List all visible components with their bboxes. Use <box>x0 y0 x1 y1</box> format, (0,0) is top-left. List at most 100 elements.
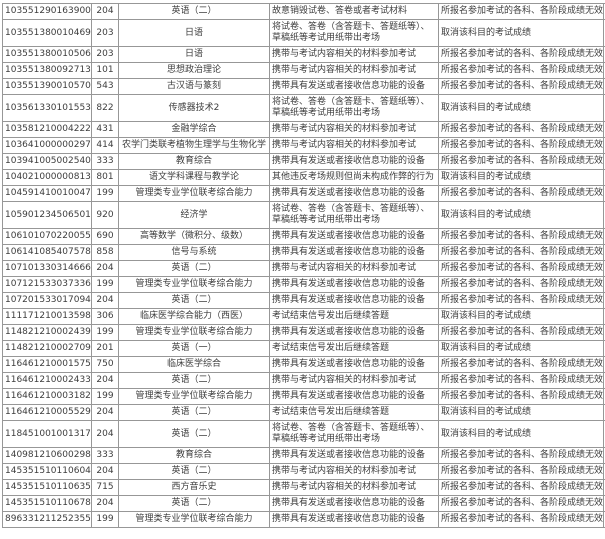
violation-cell[interactable]: 携带与考试内容相关的材料参加考试 <box>269 137 439 154</box>
violation-cell[interactable]: 携带具有发送或者接收信息功能的设备 <box>269 356 439 373</box>
candidate-id-cell[interactable]: 140981210600298 <box>2 447 92 464</box>
violation-cell[interactable]: 携带与考试内容相关的材料参加考试 <box>269 260 439 277</box>
penalty-cell[interactable]: 取消该科目的考试成绩 <box>438 340 604 357</box>
penalty-cell[interactable]: 所报名参加考试的各科、各阶段成绩无效 <box>438 495 604 512</box>
violation-cell[interactable]: 将试卷、答卷（含答题卡、答题纸等）、草稿纸等考试用纸带出考场 <box>269 420 439 448</box>
candidate-id-cell[interactable]: 111171210013598 <box>2 308 92 325</box>
violation-cell[interactable]: 携带与考试内容相关的材料参加考试 <box>269 121 439 138</box>
candidate-id-cell[interactable]: 104591410010047 <box>2 185 92 202</box>
candidate-id-cell[interactable]: 118451001001317 <box>2 420 92 448</box>
subject-name-cell[interactable]: 日语 <box>118 19 270 47</box>
subject-name-cell[interactable]: 高等数学（微积分、级数） <box>118 228 270 245</box>
penalty-cell[interactable]: 取消该科目的考试成绩 <box>438 201 604 229</box>
subject-name-cell[interactable]: 英语（二） <box>118 260 270 277</box>
subject-code-cell[interactable]: 204 <box>91 463 119 480</box>
violation-cell[interactable]: 携带具有发送或者接收信息功能的设备 <box>269 511 439 528</box>
penalty-cell[interactable]: 所报名参加考试的各科、各阶段成绩无效 <box>438 228 604 245</box>
subject-code-cell[interactable]: 333 <box>91 153 119 170</box>
penalty-cell[interactable]: 所报名参加考试的各科、各阶段成绩无效 <box>438 292 604 309</box>
subject-name-cell[interactable]: 管理类专业学位联考综合能力 <box>118 276 270 293</box>
subject-code-cell[interactable]: 306 <box>91 308 119 325</box>
violation-cell[interactable]: 携带具有发送或者接收信息功能的设备 <box>269 495 439 512</box>
candidate-id-cell[interactable]: 107201533017094 <box>2 292 92 309</box>
candidate-id-cell[interactable]: 107101330314666 <box>2 260 92 277</box>
subject-name-cell[interactable]: 英语（二） <box>118 404 270 421</box>
penalty-cell[interactable]: 取消该科目的考试成绩 <box>438 308 604 325</box>
penalty-cell[interactable]: 所报名参加考试的各科、各阶段成绩无效 <box>438 479 604 496</box>
subject-name-cell[interactable]: 临床医学综合 <box>118 356 270 373</box>
penalty-cell[interactable]: 所报名参加考试的各科、各阶段成绩无效 <box>438 78 604 95</box>
candidate-id-cell[interactable]: 103551380010469 <box>2 19 92 47</box>
penalty-cell[interactable]: 所报名参加考试的各科、各阶段成绩无效 <box>438 276 604 293</box>
subject-code-cell[interactable]: 204 <box>91 292 119 309</box>
penalty-cell[interactable]: 所报名参加考试的各科、各阶段成绩无效 <box>438 356 604 373</box>
subject-code-cell[interactable]: 204 <box>91 404 119 421</box>
subject-name-cell[interactable]: 英语（二） <box>118 420 270 448</box>
subject-code-cell[interactable]: 715 <box>91 479 119 496</box>
subject-name-cell[interactable]: 思想政治理论 <box>118 62 270 79</box>
candidate-id-cell[interactable]: 103561330101553 <box>2 94 92 122</box>
violation-cell[interactable]: 携带具有发送或者接收信息功能的设备 <box>269 185 439 202</box>
candidate-id-cell[interactable]: 145351510110604 <box>2 463 92 480</box>
subject-code-cell[interactable]: 204 <box>91 260 119 277</box>
subject-name-cell[interactable]: 英语（二） <box>118 495 270 512</box>
subject-code-cell[interactable]: 204 <box>91 495 119 512</box>
subject-code-cell[interactable]: 750 <box>91 356 119 373</box>
penalty-cell[interactable]: 取消该科目的考试成绩 <box>438 404 604 421</box>
subject-name-cell[interactable]: 西方音乐史 <box>118 479 270 496</box>
subject-code-cell[interactable]: 204 <box>91 372 119 389</box>
subject-name-cell[interactable]: 管理类专业学位联考综合能力 <box>118 511 270 528</box>
violation-cell[interactable]: 将试卷、答卷（含答题卡、答题纸等）、草稿纸等考试用纸带出考场 <box>269 94 439 122</box>
penalty-cell[interactable]: 所报名参加考试的各科、各阶段成绩无效 <box>438 121 604 138</box>
penalty-cell[interactable]: 所报名参加考试的各科、各阶段成绩无效 <box>438 3 604 20</box>
subject-code-cell[interactable]: 203 <box>91 46 119 63</box>
candidate-id-cell[interactable]: 103551380010506 <box>2 46 92 63</box>
subject-name-cell[interactable]: 管理类专业学位联考综合能力 <box>118 388 270 405</box>
candidate-id-cell[interactable]: 103551290163900 <box>2 3 92 20</box>
subject-code-cell[interactable]: 199 <box>91 388 119 405</box>
candidate-id-cell[interactable]: 103641000000297 <box>2 137 92 154</box>
violation-cell[interactable]: 携带具有发送或者接收信息功能的设备 <box>269 78 439 95</box>
candidate-id-cell[interactable]: 103581210004222 <box>2 121 92 138</box>
violation-cell[interactable]: 携带具有发送或者接收信息功能的设备 <box>269 324 439 341</box>
penalty-cell[interactable]: 所报名参加考试的各科、各阶段成绩无效 <box>438 46 604 63</box>
candidate-id-cell[interactable]: 116461210001575 <box>2 356 92 373</box>
subject-name-cell[interactable]: 传感器技术2 <box>118 94 270 122</box>
violation-cell[interactable]: 考试结束信号发出后继续答题 <box>269 404 439 421</box>
penalty-cell[interactable]: 所报名参加考试的各科、各阶段成绩无效 <box>438 447 604 464</box>
candidate-id-cell[interactable]: 114821210002439 <box>2 324 92 341</box>
candidate-id-cell[interactable]: 106101070220055 <box>2 228 92 245</box>
subject-code-cell[interactable]: 199 <box>91 511 119 528</box>
subject-name-cell[interactable]: 管理类专业学位联考综合能力 <box>118 185 270 202</box>
subject-code-cell[interactable]: 801 <box>91 169 119 186</box>
subject-name-cell[interactable]: 管理类专业学位联考综合能力 <box>118 324 270 341</box>
subject-code-cell[interactable]: 431 <box>91 121 119 138</box>
penalty-cell[interactable]: 取消该科目的考试成绩 <box>438 19 604 47</box>
empty-cell[interactable] <box>603 511 605 528</box>
subject-name-cell[interactable]: 英语（一） <box>118 340 270 357</box>
violation-cell[interactable]: 其他违反考场规则但尚未构成作弊的行为 <box>269 169 439 186</box>
candidate-id-cell[interactable]: 114821210002709 <box>2 340 92 357</box>
subject-code-cell[interactable]: 690 <box>91 228 119 245</box>
violation-cell[interactable]: 将试卷、答卷（含答题卡、答题纸等）、草稿纸等考试用纸带出考场 <box>269 201 439 229</box>
subject-name-cell[interactable]: 日语 <box>118 46 270 63</box>
subject-code-cell[interactable]: 333 <box>91 447 119 464</box>
subject-code-cell[interactable]: 199 <box>91 324 119 341</box>
candidate-id-cell[interactable]: 106141085407578 <box>2 244 92 261</box>
subject-name-cell[interactable]: 英语（二） <box>118 372 270 389</box>
penalty-cell[interactable]: 所报名参加考试的各科、各阶段成绩无效 <box>438 511 604 528</box>
subject-name-cell[interactable]: 金融学综合 <box>118 121 270 138</box>
violation-cell[interactable]: 携带具有发送或者接收信息功能的设备 <box>269 292 439 309</box>
penalty-cell[interactable]: 所报名参加考试的各科、各阶段成绩无效 <box>438 244 604 261</box>
subject-code-cell[interactable]: 920 <box>91 201 119 229</box>
subject-name-cell[interactable]: 信号与系统 <box>118 244 270 261</box>
subject-name-cell[interactable]: 语文学科课程与教学论 <box>118 169 270 186</box>
candidate-id-cell[interactable]: 145351510110678 <box>2 495 92 512</box>
violation-cell[interactable]: 携带与考试内容相关的材料参加考试 <box>269 463 439 480</box>
penalty-cell[interactable]: 所报名参加考试的各科、各阶段成绩无效 <box>438 185 604 202</box>
penalty-cell[interactable]: 所报名参加考试的各科、各阶段成绩无效 <box>438 463 604 480</box>
penalty-cell[interactable]: 取消该科目的考试成绩 <box>438 169 604 186</box>
penalty-cell[interactable]: 所报名参加考试的各科、各阶段成绩无效 <box>438 153 604 170</box>
candidate-id-cell[interactable]: 116461210002433 <box>2 372 92 389</box>
subject-name-cell[interactable]: 农学门类联考植物生理学与生物化学 <box>118 137 270 154</box>
